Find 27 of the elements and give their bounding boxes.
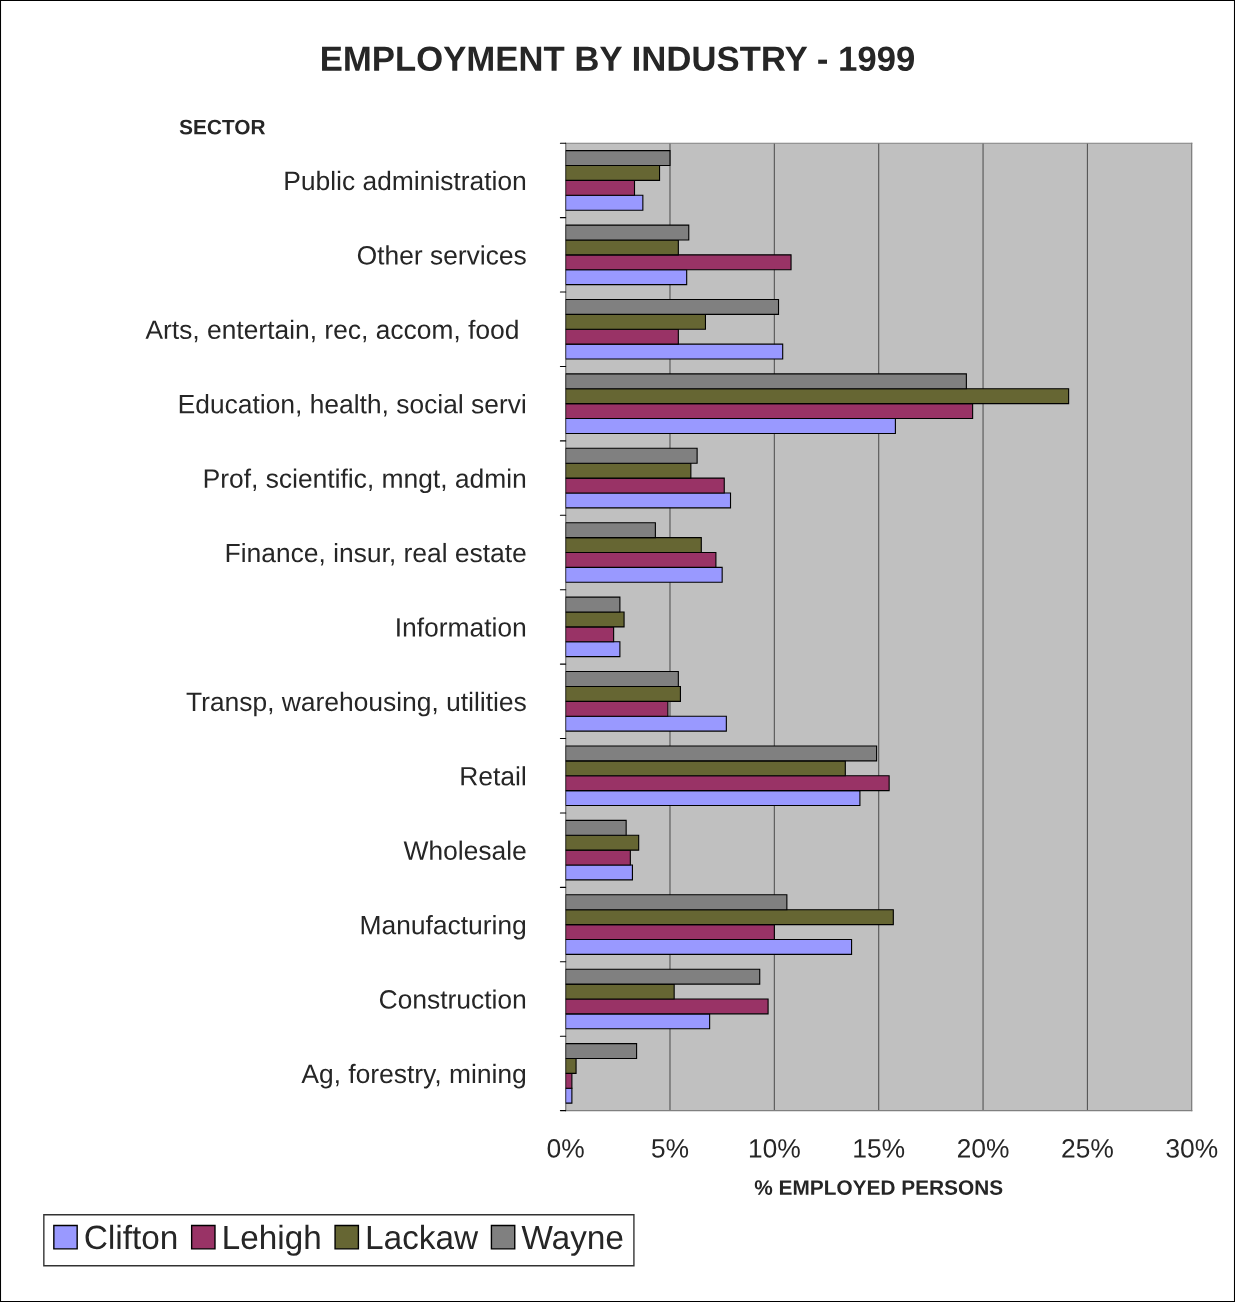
y-tick-label: Retail xyxy=(461,766,525,786)
y-tick-label: Education, health, social servi xyxy=(179,394,525,417)
y-tick-label: Prof, scientific, mngt, admin xyxy=(204,468,526,494)
x-tick-label: 5% xyxy=(651,1139,689,1158)
legend-label: Wayne xyxy=(521,1225,623,1256)
legend-label: Clifton xyxy=(85,1224,177,1250)
y-tick-label: Information xyxy=(397,617,526,637)
y-tick-label: Wholesale xyxy=(403,840,526,860)
x-axis-title: % EMPLOYED PERSONS xyxy=(754,1180,1003,1195)
y-tick-label: Arts, entertain, rec, accom, food xyxy=(145,319,518,343)
legend-label: Lackaw xyxy=(367,1224,479,1250)
x-tick-label: 30% xyxy=(1166,1139,1218,1158)
x-tick-label: 10% xyxy=(749,1139,800,1158)
x-tick-label: 0% xyxy=(547,1139,584,1158)
x-tick-label: 15% xyxy=(854,1139,905,1158)
y-tick-label: Ag, forestry, mining xyxy=(301,1063,526,1089)
y-tick-label: Public administration xyxy=(285,170,526,191)
y-tick-label: Construction xyxy=(379,989,526,1009)
y-tick-label: Transp, warehousing, utilities xyxy=(186,691,526,717)
legend-label: Lehigh xyxy=(224,1224,320,1256)
x-tick-label: 20% xyxy=(957,1139,1009,1158)
y-axis-title: SECTOR xyxy=(179,119,266,135)
y-tick-label: Finance, insur, real estate xyxy=(226,542,526,566)
y-tick-label: Other services xyxy=(357,245,526,265)
chart-title: EMPLOYMENT BY INDUSTRY - 1999 xyxy=(322,46,914,72)
y-tick-label: Manufacturing xyxy=(361,915,526,940)
x-tick-label: 25% xyxy=(1062,1139,1113,1158)
